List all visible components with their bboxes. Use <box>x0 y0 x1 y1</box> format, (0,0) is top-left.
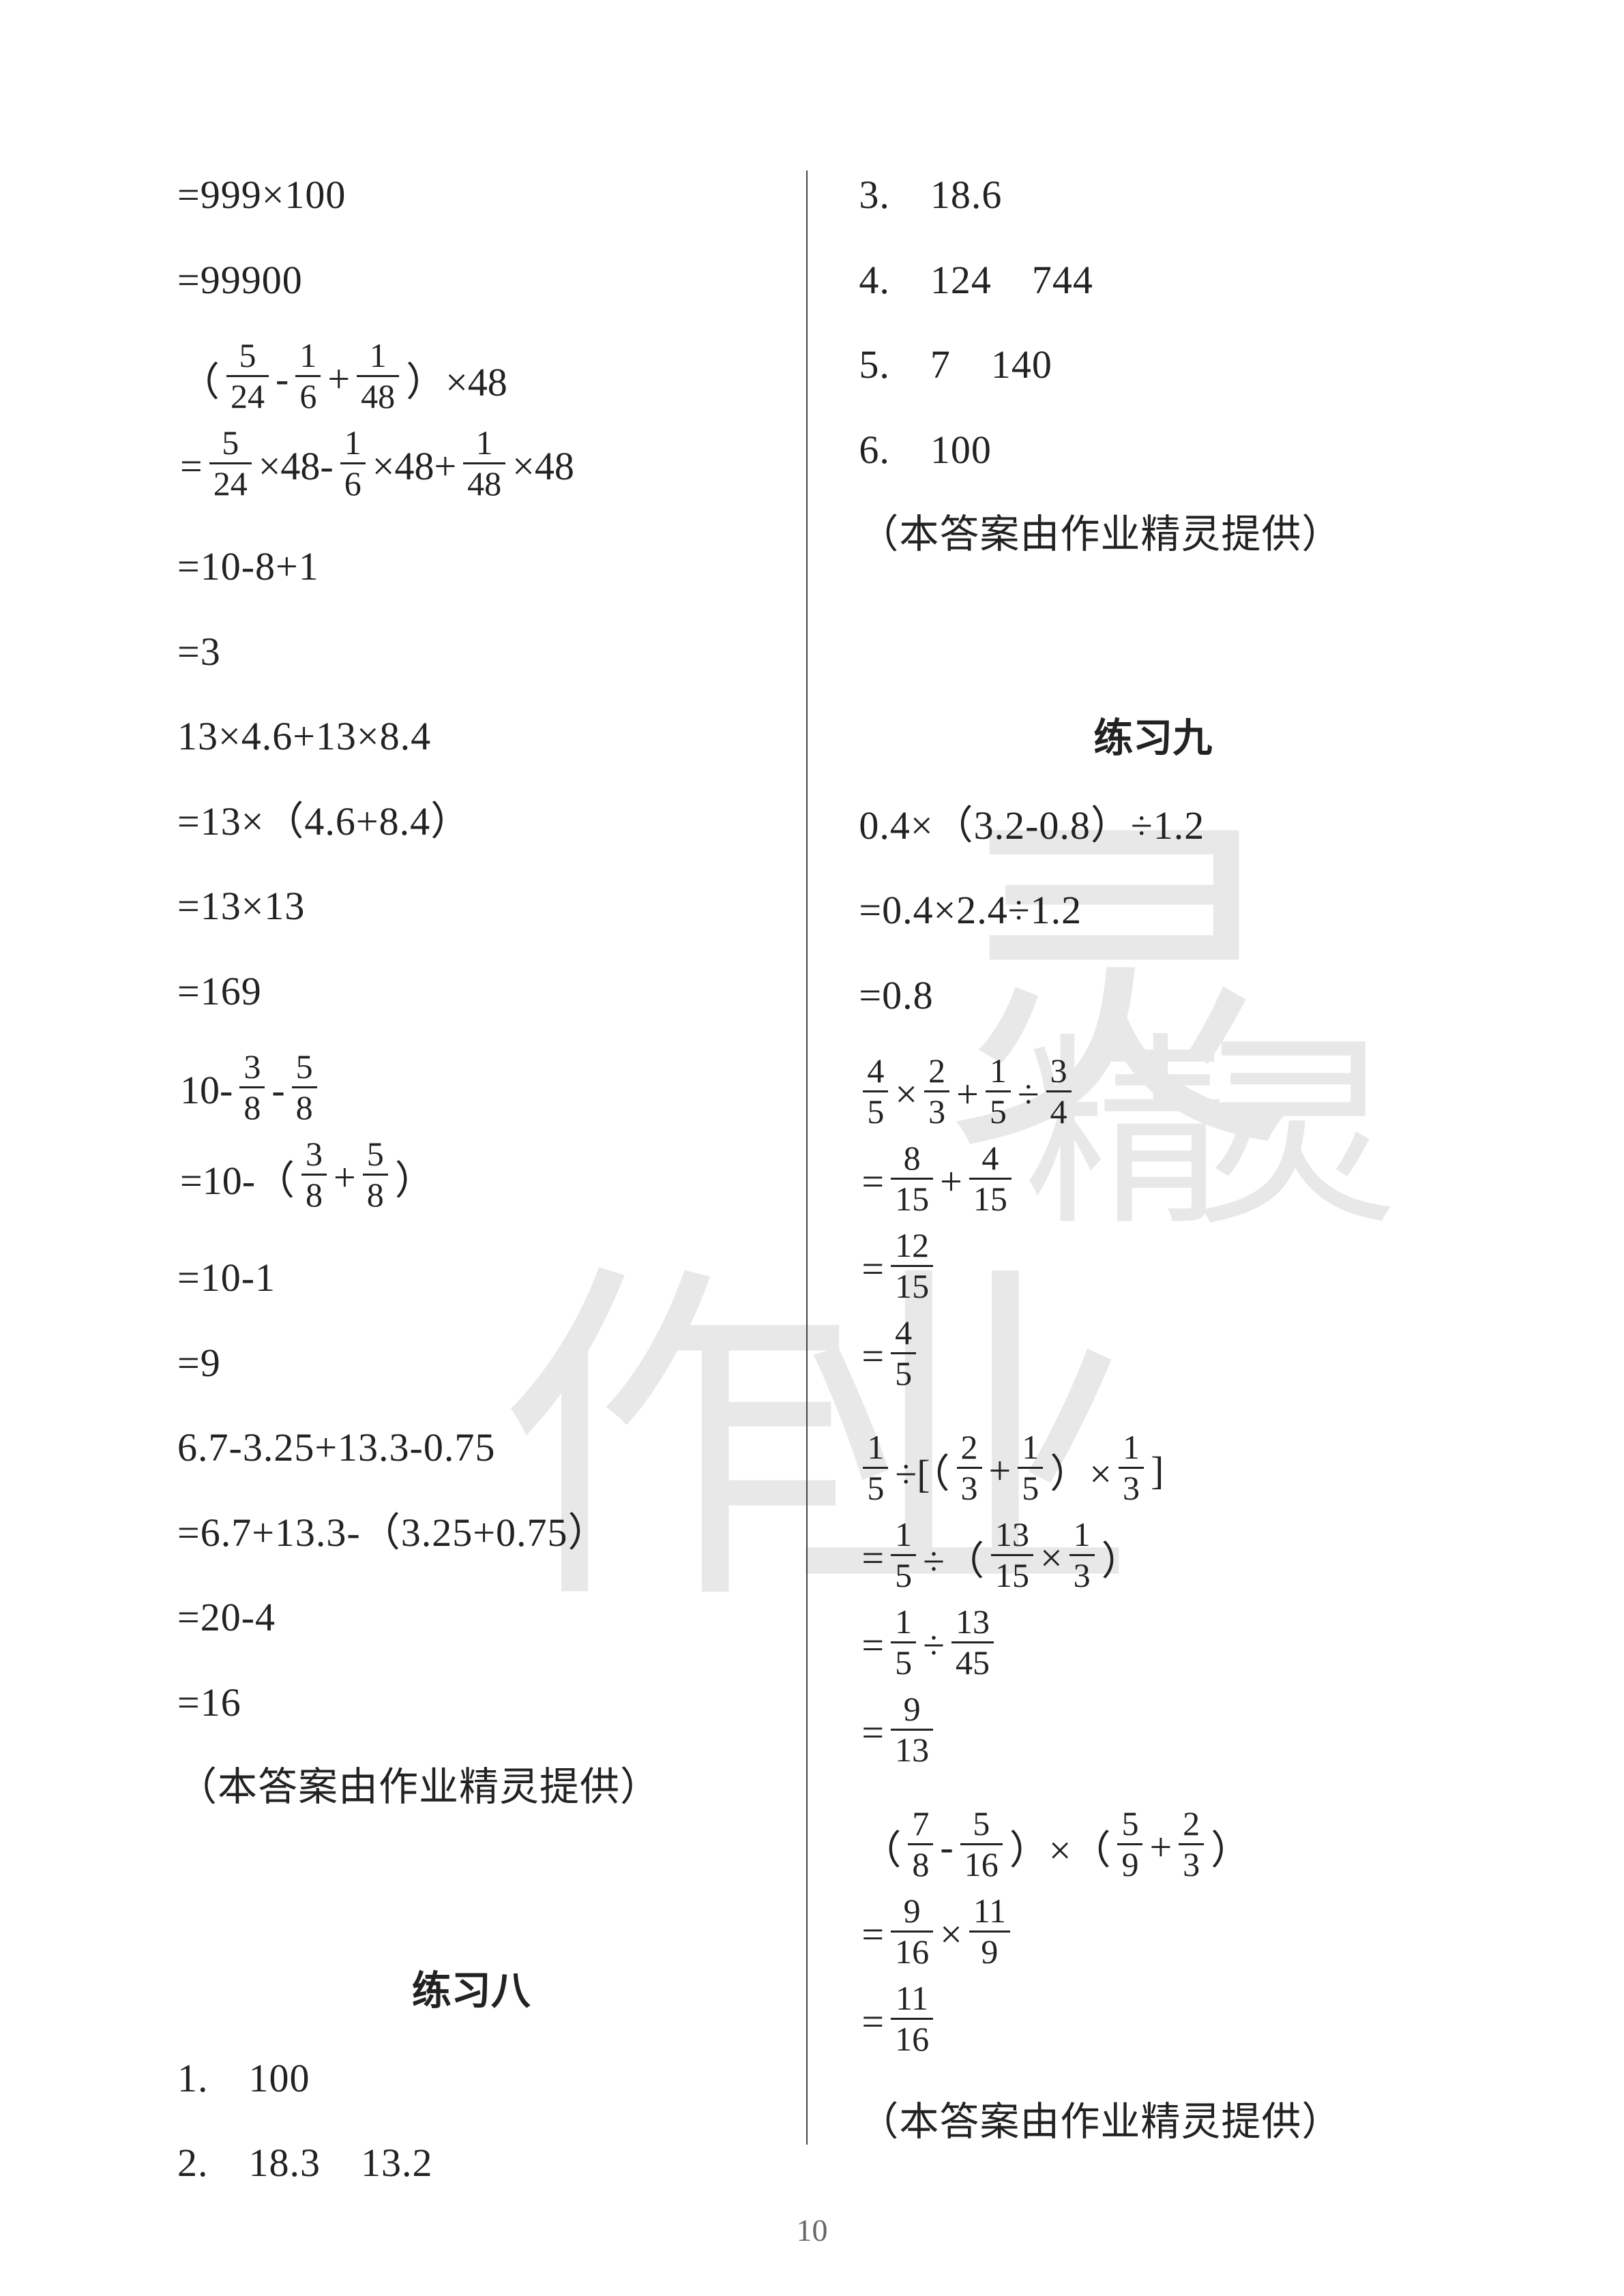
section-title-9: 练习九 <box>859 706 1447 763</box>
math-block: （ 524 - 16 + 148 ）×48 = 524 ×48- 16 ×48+… <box>177 340 765 515</box>
math-line: =20-4 <box>177 1593 765 1643</box>
math-line: =3 <box>177 627 765 677</box>
answer-item: 4. 124 744 <box>859 256 1447 305</box>
math-line: =999×100 <box>177 170 765 220</box>
math-line: =16 <box>177 1678 765 1728</box>
footer-note: （本答案由作业精灵提供） <box>859 2098 1447 2147</box>
answer-item: 1. 100 <box>177 2054 765 2104</box>
math-line: =13×（4.6+8.4） <box>177 797 765 847</box>
math-block: 45 × 23 + 15 ÷ 34 = 815 + 415 = 1215 <box>859 1056 1447 1405</box>
answer-item: 6. 100 <box>859 426 1447 475</box>
math-line: =0.8 <box>859 971 1447 1021</box>
math-line: =169 <box>177 967 765 1017</box>
math-line: =0.4×2.4÷1.2 <box>859 886 1447 936</box>
math-line: 13×4.6+13×8.4 <box>177 712 765 762</box>
math-line: =6.7+13.3-（3.25+0.75） <box>177 1508 765 1558</box>
footer-note: （本答案由作业精灵提供） <box>859 510 1447 560</box>
answer-item: 5. 7 140 <box>859 340 1447 390</box>
math-line: =99900 <box>177 256 765 305</box>
answer-item: 3. 18.6 <box>859 170 1447 220</box>
math-line: =10-8+1 <box>177 542 765 592</box>
left-column: =999×100 =99900 （ 524 - 16 + 148 ）×48 = … <box>177 170 806 2224</box>
math-block: 15 ÷[（ 23 + 15 ）× 13 ] = 15 ÷（ 1315 × 13… <box>859 1432 1447 1781</box>
math-line: =10-1 <box>177 1253 765 1303</box>
section-title-8: 练习八 <box>177 1958 765 2016</box>
math-block: （ 78 - 516 ）×（ 59 + 23 ） = 916 × 119 <box>859 1808 1447 2070</box>
footer-note: （本答案由作业精灵提供） <box>177 1763 765 1813</box>
math-line: =9 <box>177 1339 765 1388</box>
math-line: =13×13 <box>177 882 765 931</box>
math-line: 6.7-3.25+13.3-0.75 <box>177 1423 765 1473</box>
math-block: 10- 38 - 58 =10-（ 38 + 58 ） <box>177 1052 765 1226</box>
math-line: 0.4×（3.2-0.8）÷1.2 <box>859 801 1447 851</box>
answer-item: 2. 18.3 13.2 <box>177 2138 765 2188</box>
right-column: 3. 18.6 4. 124 744 5. 7 140 6. 100 （本答案由… <box>808 170 1447 2224</box>
